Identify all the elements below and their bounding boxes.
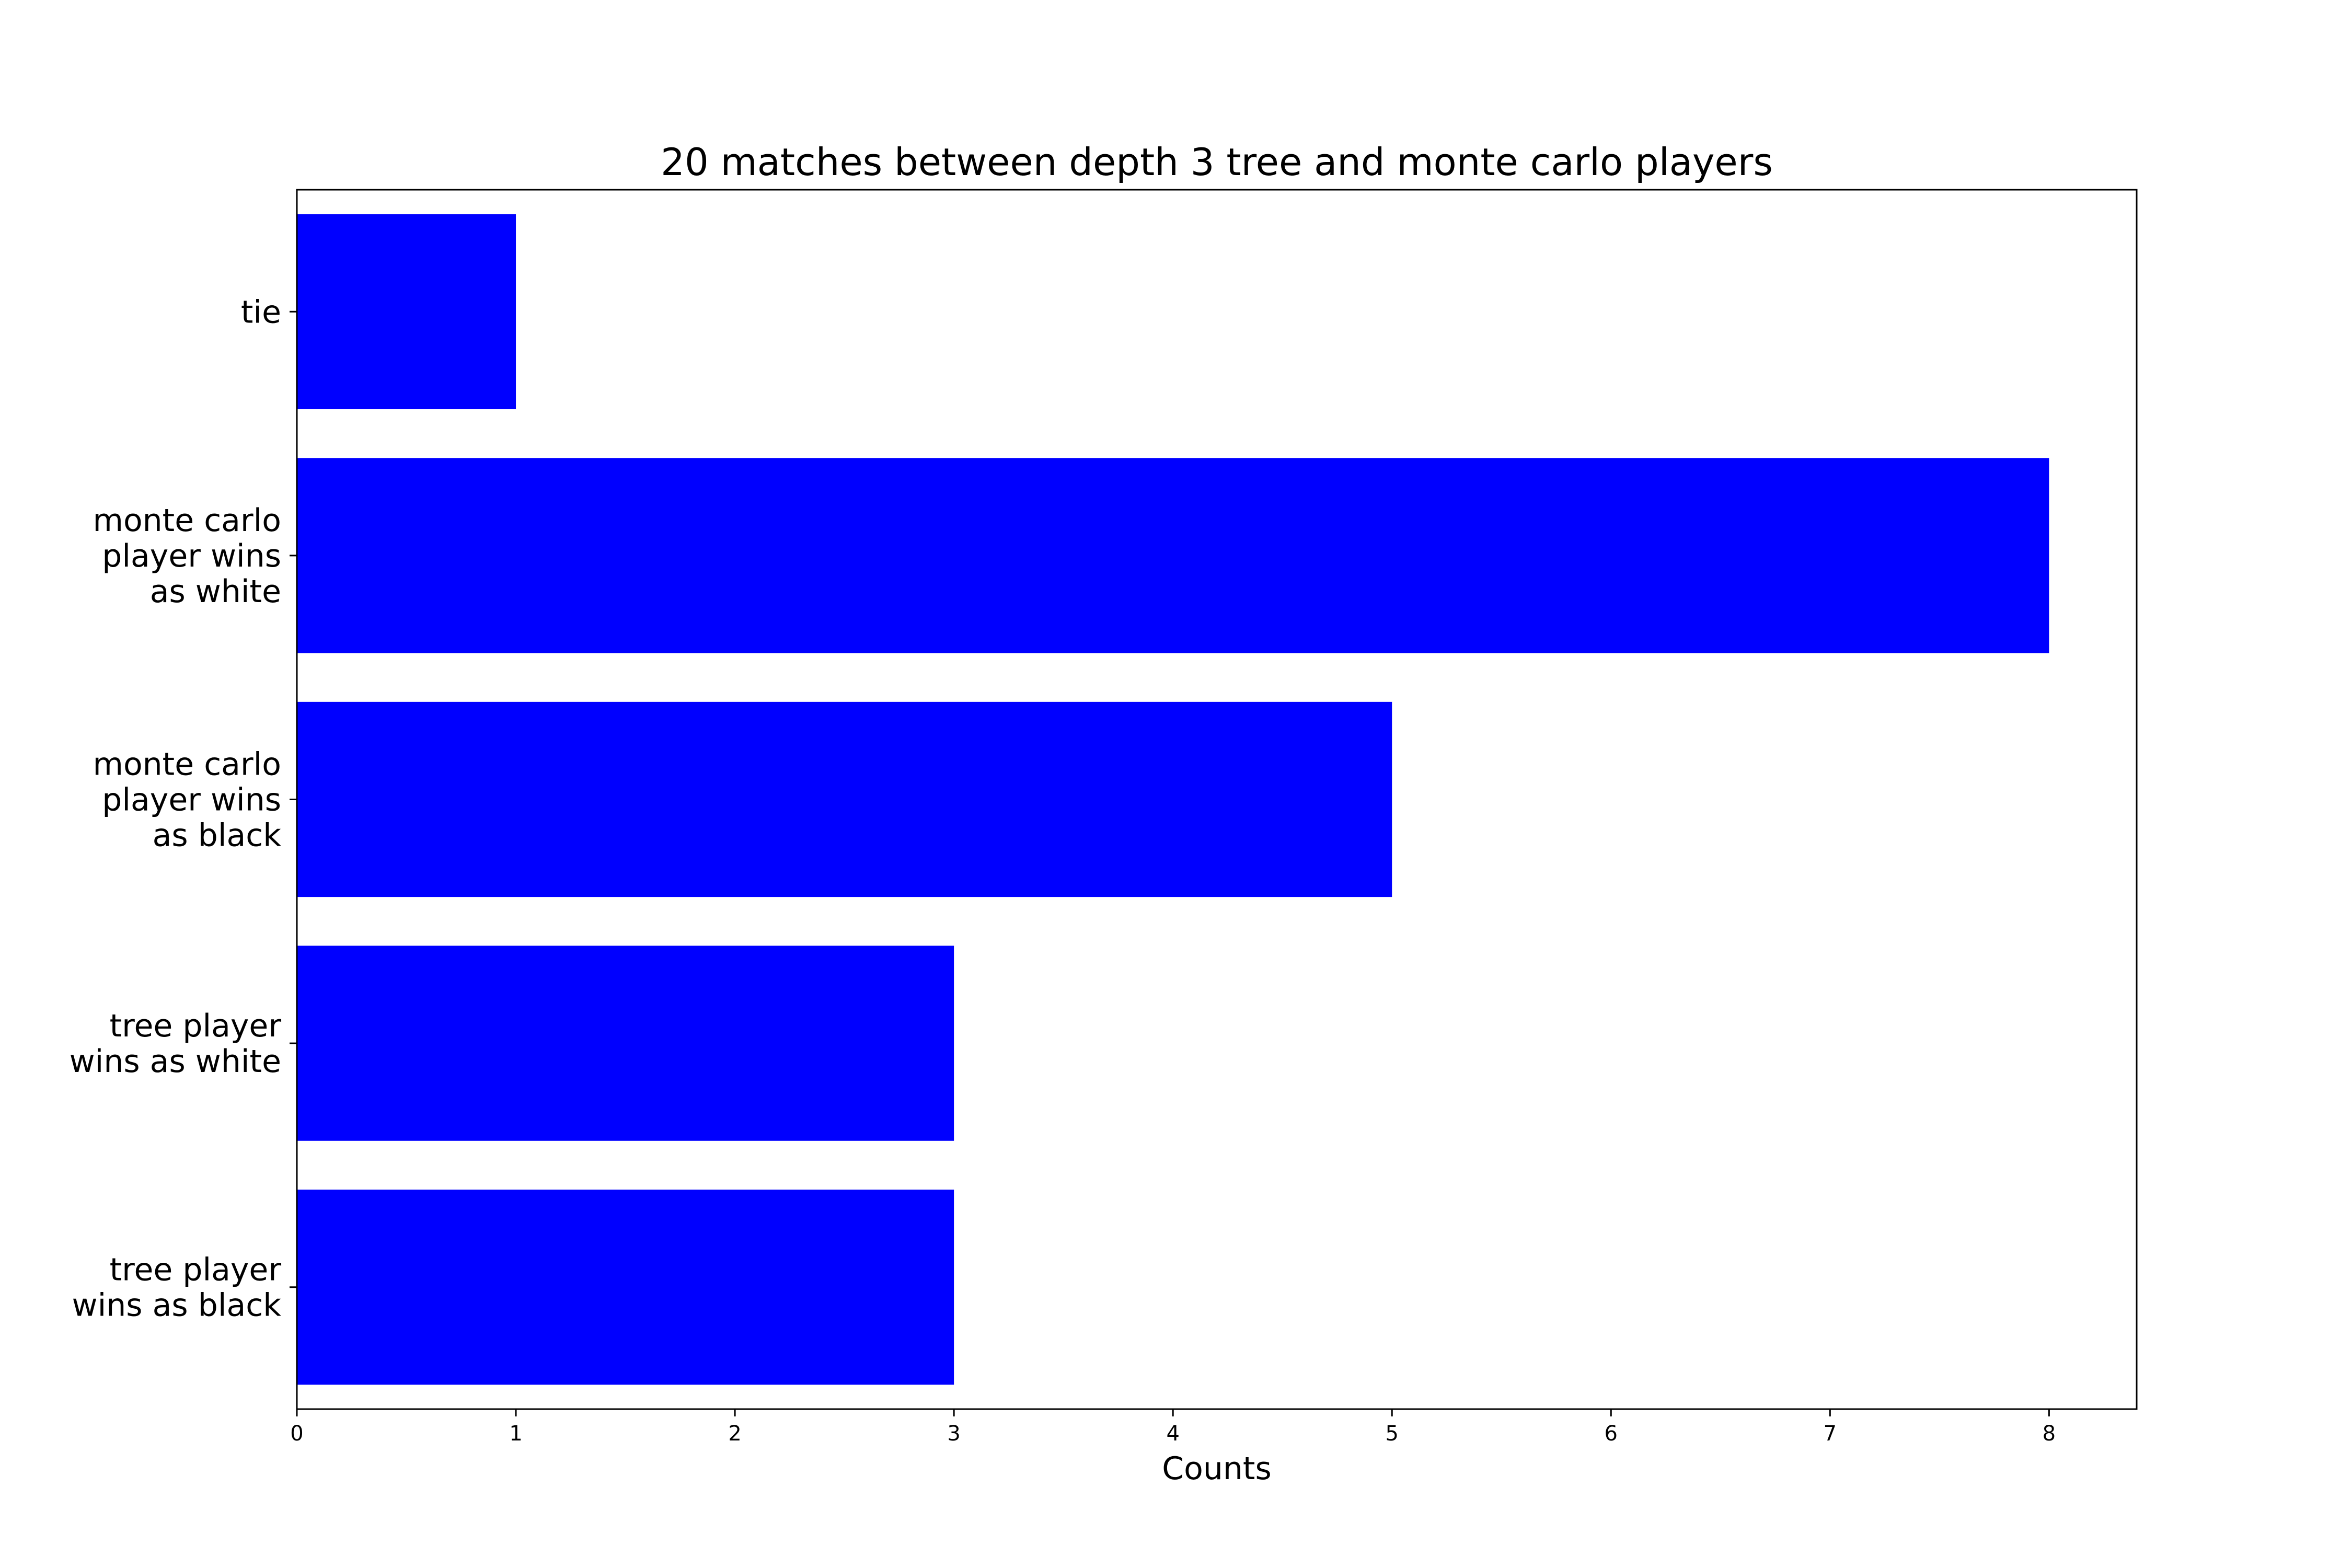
x-tick-label: 0	[290, 1422, 303, 1446]
y-tick-label: monte carlo player wins as black	[93, 746, 282, 854]
bar	[297, 701, 1392, 897]
bar	[297, 946, 954, 1141]
x-tick-label: 2	[728, 1422, 741, 1446]
x-tick-label: 4	[1166, 1422, 1179, 1446]
bar	[297, 214, 516, 409]
y-tick-label: monte carlo player wins as white	[93, 502, 282, 610]
bar	[297, 458, 2049, 653]
chart-title: 20 matches between depth 3 tree and mont…	[661, 140, 1773, 184]
y-tick-label: tree player wins as white	[70, 1008, 282, 1080]
x-tick-label: 5	[1386, 1422, 1399, 1446]
x-tick-label: 8	[2043, 1422, 2056, 1446]
y-tick-label: tie	[241, 294, 281, 330]
x-tick-label: 3	[947, 1422, 960, 1446]
x-axis-label: Counts	[1162, 1450, 1271, 1487]
x-tick-label: 6	[1605, 1422, 1618, 1446]
bars-layer	[297, 214, 2049, 1385]
y-tick-label: tree player wins as black	[72, 1252, 282, 1324]
bar	[297, 1190, 954, 1385]
ticks-layer: tie monte carlo player wins as white monte c…	[70, 294, 2056, 1446]
x-tick-label: 7	[1824, 1422, 1837, 1446]
x-tick-label: 1	[509, 1422, 522, 1446]
